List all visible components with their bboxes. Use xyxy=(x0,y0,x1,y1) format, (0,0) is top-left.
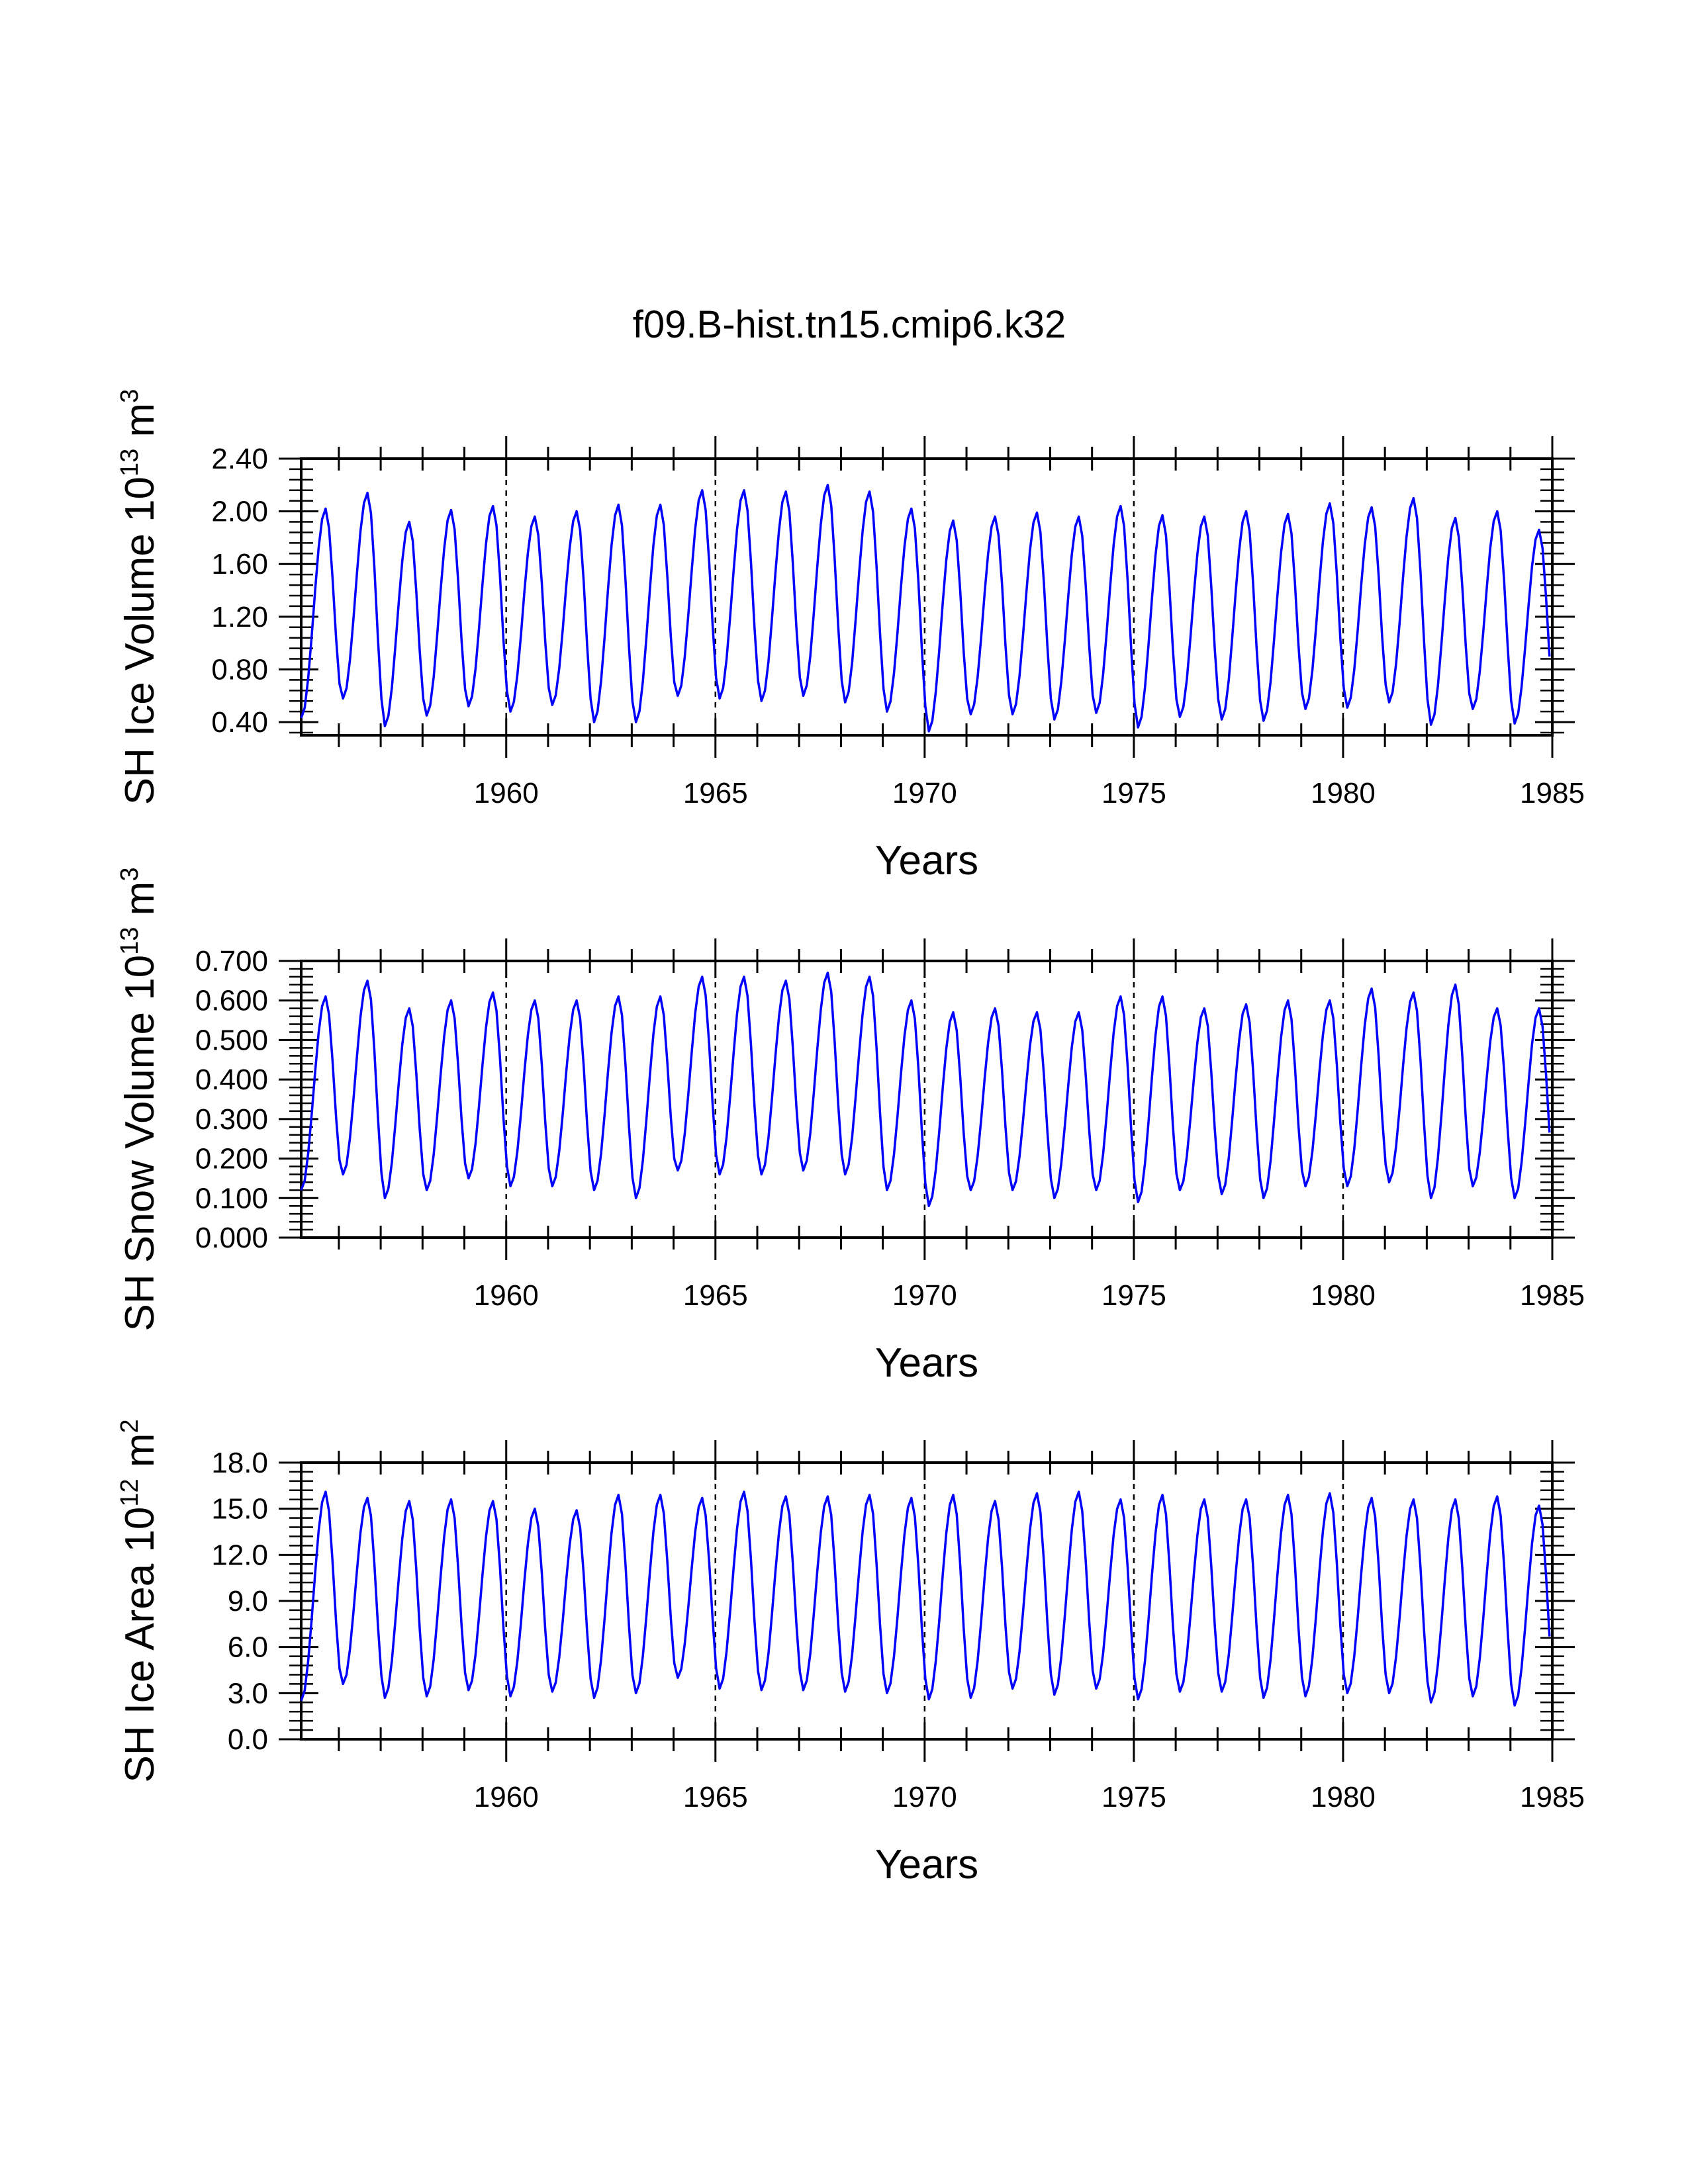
x-tick-label: 1985 xyxy=(1520,1279,1585,1312)
y-tick-label: 0.000 xyxy=(195,1222,268,1254)
y-tick-label: 2.40 xyxy=(211,443,268,475)
x-tick-label: 1980 xyxy=(1311,1279,1376,1312)
y-tick-label: 0.100 xyxy=(195,1182,268,1214)
y-tick-label: 18.0 xyxy=(211,1447,268,1479)
y-tick-label: 0.200 xyxy=(195,1143,268,1175)
sh-ice-area-panel: 1960 1965 1970 1975 1980 1985 0.0 3.0 6.0 9.0 12.0… xyxy=(116,1419,1585,1888)
x-tick-label: 1970 xyxy=(892,1781,957,1813)
x-tick-label: 1980 xyxy=(1311,1781,1376,1813)
x-tick-label: 1975 xyxy=(1102,777,1166,809)
x-tick-label: 1975 xyxy=(1102,1279,1166,1312)
x-axis-label: Years xyxy=(875,1340,978,1386)
y-tick-label: 0.600 xyxy=(195,985,268,1017)
y-axis-label: SH Snow Volume 1013 m3 xyxy=(116,868,163,1332)
x-tick-label: 1965 xyxy=(683,777,748,809)
x-tick-label: 1960 xyxy=(474,1781,539,1813)
y-tick-label: 0.300 xyxy=(195,1103,268,1136)
figure-title: f09.B-hist.tn15.cmip6.k32 xyxy=(633,303,1066,346)
y-tick-label: 0.40 xyxy=(211,706,268,739)
x-tick-label: 1970 xyxy=(892,777,957,809)
x-axis-label: Years xyxy=(875,1842,978,1888)
y-tick-label: 1.60 xyxy=(211,548,268,580)
sh-snow-volume-panel: 1960 1965 1970 1975 1980 1985 0.000 0.100 0.200 0… xyxy=(116,868,1585,1386)
x-tick-label: 1965 xyxy=(683,1279,748,1312)
x-tick-label: 1980 xyxy=(1311,777,1376,809)
plot-frame xyxy=(300,960,1554,1239)
y-tick-label: 12.0 xyxy=(211,1539,268,1571)
x-tick-label: 1965 xyxy=(683,1781,748,1813)
y-tick-label: 0.700 xyxy=(195,945,268,978)
y-tick-label: 0.400 xyxy=(195,1064,268,1096)
y-tick-label: 0.0 xyxy=(228,1723,268,1756)
y-tick-label: 1.20 xyxy=(211,601,268,633)
sh-ice-volume-series-line xyxy=(300,484,1551,733)
x-tick-label: 1985 xyxy=(1520,1781,1585,1813)
y-tick-label: 0.500 xyxy=(195,1024,268,1056)
sh-ice-volume-panel: 1960 1965 1970 1975 1980 1985 0.40 0.80 1.20 1.60… xyxy=(116,389,1585,884)
y-tick-label: 0.80 xyxy=(211,653,268,686)
y-tick-label: 2.00 xyxy=(211,496,268,528)
y-tick-label: 9.0 xyxy=(228,1585,268,1617)
x-tick-label: 1985 xyxy=(1520,777,1585,809)
x-tick-label: 1960 xyxy=(474,777,539,809)
y-axis-label: SH Ice Volume 1013 m3 xyxy=(116,389,163,805)
sh-snow-volume-series-line xyxy=(300,972,1551,1207)
sh-ice-area-series-line xyxy=(300,1490,1551,1707)
y-axis-label: SH Ice Area 1012 m2 xyxy=(116,1419,163,1782)
y-tick-label: 15.0 xyxy=(211,1493,268,1525)
x-tick-label: 1970 xyxy=(892,1279,957,1312)
y-tick-label: 3.0 xyxy=(228,1677,268,1709)
y-tick-label: 6.0 xyxy=(228,1631,268,1664)
panels: 1960 1965 1970 1975 1980 1985 0.40 0.80 1.20 1.60… xyxy=(116,389,1585,1888)
plot-frame xyxy=(300,457,1554,737)
x-tick-label: 1975 xyxy=(1102,1781,1166,1813)
x-axis-label: Years xyxy=(875,838,978,884)
plot-frame xyxy=(300,1461,1554,1741)
x-tick-label: 1960 xyxy=(474,1279,539,1312)
